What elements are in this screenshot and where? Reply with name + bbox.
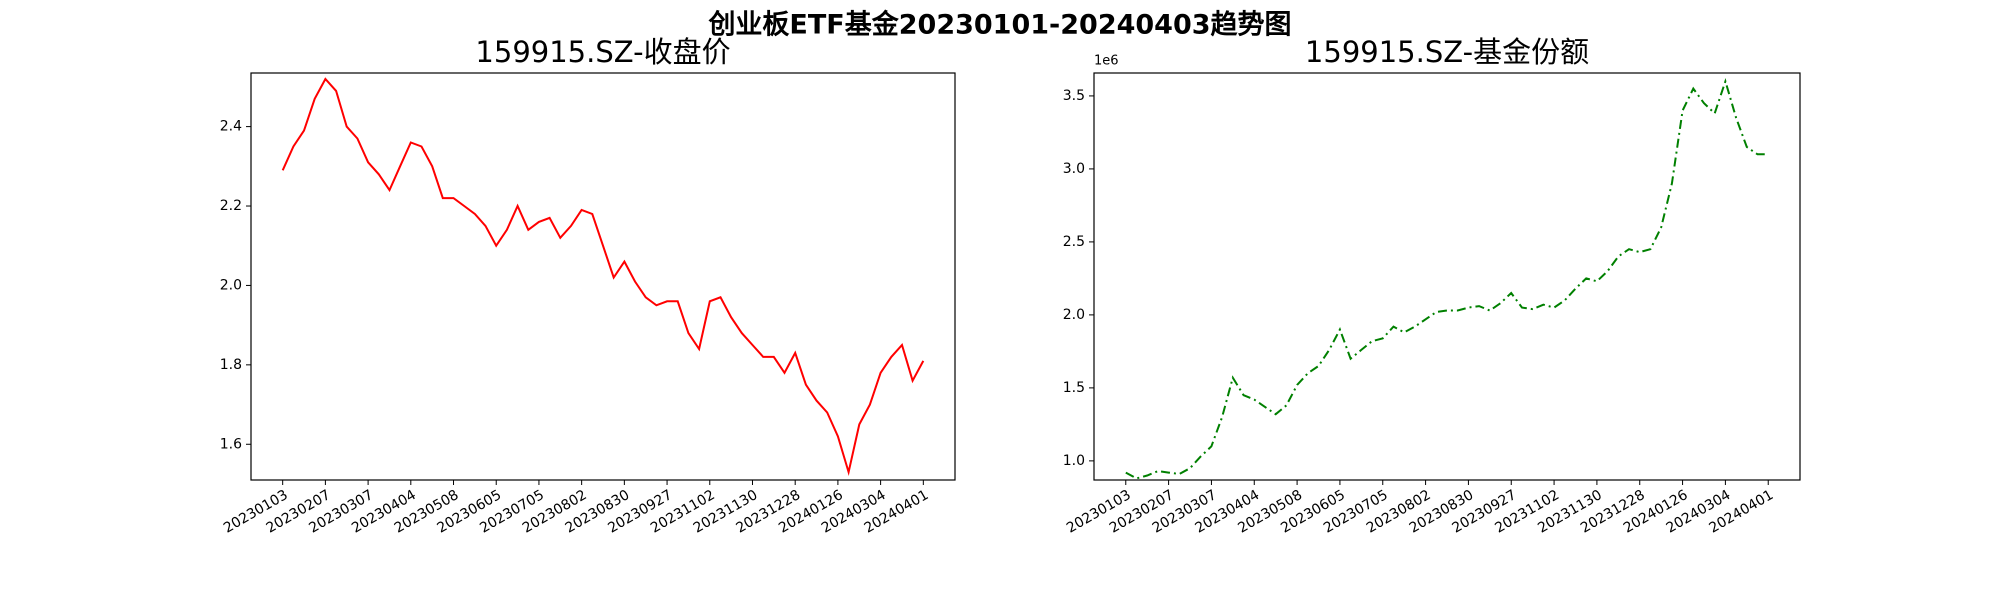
figure-title: 创业板ETF基金20230101-20240403趋势图 xyxy=(707,9,1291,41)
y-tick-label: 3.5 xyxy=(1063,88,1085,104)
y-tick-label: 1.0 xyxy=(1063,453,1085,469)
subplot-title: 159915.SZ-收盘价 xyxy=(475,35,730,69)
y-tick-label: 2.0 xyxy=(220,277,242,293)
line-series xyxy=(281,77,925,477)
y-tick-label: 1.8 xyxy=(220,357,242,373)
y-tick-label: 2.5 xyxy=(1063,234,1085,250)
plot-frame xyxy=(1093,72,1801,481)
line-series xyxy=(1125,77,1769,480)
y-offset-label: 1e6 xyxy=(1094,54,1119,69)
y-tick-label: 2.2 xyxy=(220,198,242,214)
y-tick-label: 2.0 xyxy=(1063,307,1085,323)
y-tick-label: 1.5 xyxy=(1063,380,1085,396)
subplot-title: 159915.SZ-基金份额 xyxy=(1305,35,1589,69)
y-tick-label: 2.4 xyxy=(220,119,242,135)
y-tick-label: 1.6 xyxy=(220,436,242,452)
y-tick-label: 3.0 xyxy=(1063,161,1085,177)
plot-frame xyxy=(250,72,956,481)
